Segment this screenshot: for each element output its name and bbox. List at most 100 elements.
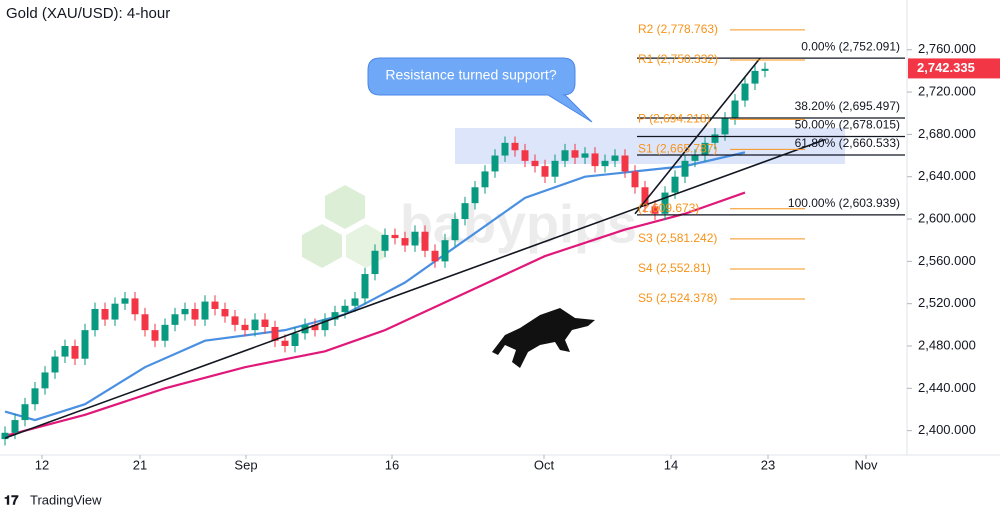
pivot-label: S5 (2,524.378)	[638, 291, 717, 305]
chart-title: Gold (XAU/USD): 4-hour	[6, 5, 170, 22]
candle-body	[631, 171, 639, 188]
fib-label: 50.00% (2,678.015)	[795, 118, 900, 132]
candle-body	[581, 153, 589, 158]
candle-body	[731, 100, 739, 119]
fib-label: 100.00% (2,603.939)	[788, 196, 900, 210]
last-price-tag	[908, 58, 1000, 79]
candle-body	[701, 142, 709, 156]
candle-body	[681, 160, 689, 177]
candle-body	[661, 192, 669, 214]
y-tick-label: 2,520.000	[918, 295, 976, 310]
candle-body	[511, 142, 519, 151]
candle-body	[411, 231, 419, 246]
pivot-label: (2,609.673)	[638, 201, 699, 215]
bull-icon	[492, 308, 595, 368]
candle-body	[221, 308, 229, 317]
x-tick-label: 23	[761, 457, 775, 472]
footer-text: TradingView	[30, 492, 102, 507]
candle-body	[441, 240, 449, 262]
candle-body	[191, 308, 199, 320]
candle-body	[321, 319, 329, 331]
footer: 𝟏𝟕 TradingView	[4, 492, 102, 507]
pivot-label: R2 (2,778.763)	[638, 22, 718, 36]
trendline	[4, 138, 826, 439]
candle-body	[651, 206, 659, 214]
candle-body	[461, 203, 469, 220]
candle-body	[171, 314, 179, 325]
candle-body	[41, 372, 49, 389]
candle-body	[261, 319, 269, 327]
plot	[1, 57, 845, 446]
candle-body	[61, 346, 69, 357]
last-price-label: 2,742.335	[917, 60, 975, 75]
candle-body	[1, 432, 9, 440]
moving-average	[4, 151, 746, 422]
candle-body	[531, 160, 539, 167]
candle-body	[691, 155, 699, 161]
candle-body	[311, 324, 319, 331]
y-tick-label: 2,720.000	[918, 83, 976, 98]
pivot-label: P (2,694.218)	[638, 112, 711, 126]
candle-body	[31, 388, 39, 405]
fib-label: 61.80% (2,660.533)	[795, 136, 900, 150]
watermark-text: babypips	[400, 194, 637, 254]
candle-body	[101, 308, 109, 320]
pivot-label: S1 (2,665.787)	[638, 142, 717, 156]
candle-body	[331, 312, 339, 320]
candle-body	[51, 356, 59, 373]
fib-label: 38.20% (2,695.497)	[795, 99, 900, 113]
y-tick-label: 2,760.000	[918, 41, 976, 56]
candle-body	[741, 83, 749, 101]
candle-body	[371, 250, 379, 275]
x-tick-label: Sep	[234, 457, 257, 472]
candle-body	[91, 308, 99, 331]
candle-body	[501, 142, 509, 156]
candle-body	[621, 155, 629, 172]
y-tick-label: 2,680.000	[918, 126, 976, 141]
candle-body	[351, 298, 359, 306]
candle-body	[181, 308, 189, 315]
candle-body	[711, 134, 719, 143]
candle-body	[201, 301, 209, 320]
x-tick-label: 14	[664, 457, 678, 472]
candle-body	[11, 420, 19, 433]
candle-body	[641, 187, 649, 207]
candle-body	[671, 176, 679, 193]
candle-body	[71, 346, 79, 359]
y-tick-label: 2,560.000	[918, 253, 976, 268]
candle-body	[341, 305, 349, 313]
x-tick-label: Oct	[534, 457, 555, 472]
candle-body	[291, 333, 299, 347]
pivot-label: R1 (2,750.332)	[638, 52, 718, 66]
x-tick-label: 12	[35, 457, 49, 472]
fib-label: 0.00% (2,752.091)	[801, 39, 900, 53]
watermark: babypips	[302, 185, 637, 268]
footer-logo: 𝟏𝟕	[4, 492, 19, 507]
candle-body	[271, 326, 279, 341]
candle-body	[521, 150, 529, 161]
callout-bubble	[367, 57, 593, 123]
y-tick-label: 2,400.000	[918, 422, 976, 437]
candle-body	[421, 231, 429, 251]
candle-body	[141, 314, 149, 331]
candle-body	[121, 298, 129, 304]
candle-body	[381, 234, 389, 251]
candle-body	[471, 187, 479, 204]
x-tick-label: 16	[385, 457, 399, 472]
candle-body	[721, 118, 729, 135]
candle-body	[21, 404, 29, 421]
candle-body	[241, 324, 249, 331]
candle-body	[131, 298, 139, 315]
y-tick-label: 2,640.000	[918, 168, 976, 183]
candle-body	[491, 155, 499, 172]
pivot-label: S3 (2,581.242)	[638, 231, 717, 245]
support-zone	[455, 128, 845, 165]
x-tick-label: Nov	[854, 457, 878, 472]
candle-body	[431, 250, 439, 262]
candle-body	[231, 316, 239, 325]
candle-body	[281, 340, 289, 347]
candle-body	[161, 324, 169, 341]
candle-body	[211, 301, 219, 309]
candle-body	[601, 160, 609, 167]
candle-body	[571, 150, 579, 158]
